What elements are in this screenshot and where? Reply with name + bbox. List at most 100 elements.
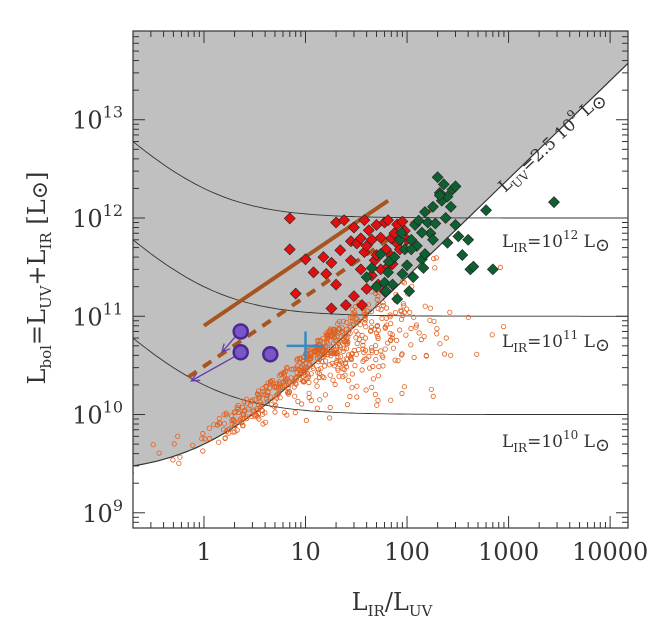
open-circle-point <box>431 318 437 324</box>
open-circle-point <box>340 348 346 354</box>
green-diamond-point <box>486 263 499 276</box>
open-circle-point <box>397 327 403 333</box>
red-diamond-point <box>325 302 338 315</box>
red-diamond-point <box>362 224 375 237</box>
open-circle-point <box>369 319 375 325</box>
open-circle-point <box>350 315 356 321</box>
open-circle-points <box>133 255 507 475</box>
open-circle-point <box>334 328 340 335</box>
open-circle-point <box>272 409 278 415</box>
open-circle-point <box>265 388 271 395</box>
green-diamond-point <box>441 236 454 249</box>
open-circle-point <box>330 340 336 346</box>
open-circle-point <box>338 353 344 360</box>
open-circle-point <box>441 351 448 357</box>
open-circle-point <box>432 265 438 271</box>
open-circle-point <box>272 398 278 404</box>
green-diamond-point <box>386 278 399 291</box>
red-diamond-point <box>289 287 302 300</box>
fit-lines <box>187 193 454 379</box>
open-circle-point <box>285 391 292 397</box>
open-circle-point <box>330 377 336 383</box>
y-tick-label: 1012 <box>72 201 123 233</box>
open-circle-point <box>300 362 306 368</box>
open-circle-point <box>306 394 312 401</box>
open-circle-point <box>276 384 282 390</box>
open-circle-point <box>294 357 300 363</box>
open-circle-point <box>356 336 362 342</box>
annotation-lir12: LIR=1012 L⊙ <box>502 228 610 256</box>
open-circle-point <box>418 336 424 343</box>
open-circle-point <box>307 356 313 362</box>
open-circle-point <box>276 379 282 385</box>
open-circle-point <box>335 365 341 371</box>
open-circle-point <box>380 363 386 369</box>
open-circle-point <box>354 320 360 326</box>
green-diamond-point <box>405 243 418 256</box>
open-circle-point <box>372 391 378 397</box>
open-circle-point <box>489 332 495 338</box>
open-circle-point <box>376 363 382 370</box>
open-circle-point <box>427 317 433 323</box>
open-circle-point <box>231 409 237 415</box>
open-circle-point <box>296 356 303 362</box>
open-circle-point <box>335 367 341 373</box>
green-diamond-point <box>380 285 392 298</box>
open-circle-point <box>314 405 320 411</box>
open-circle-point <box>400 301 406 307</box>
annotation-lir10: LIR=1010 L⊙ <box>502 428 610 456</box>
open-circle-point <box>243 396 249 402</box>
red-diamond-point <box>348 221 360 234</box>
open-circle-point <box>306 379 312 386</box>
open-circle-point <box>324 340 331 346</box>
open-circle-point <box>362 317 368 323</box>
open-circle-point <box>366 365 373 371</box>
open-circle-point <box>245 406 251 412</box>
open-circle-point <box>378 348 384 354</box>
green-diamond-point <box>427 200 439 213</box>
open-circle-point <box>255 391 261 398</box>
open-circle-point <box>408 325 414 332</box>
green-diamond-point <box>395 226 408 239</box>
open-circle-point <box>320 347 326 353</box>
open-circle-point <box>375 397 381 403</box>
open-circle-point <box>408 342 414 348</box>
open-circle-point <box>318 365 324 371</box>
y-tick-label: 109 <box>82 496 123 528</box>
open-circle-point <box>315 338 321 344</box>
open-circle-point <box>465 314 471 320</box>
open-circle-point <box>379 315 385 321</box>
open-circle-point <box>335 321 341 327</box>
open-circle-point <box>274 395 280 401</box>
open-circle-point <box>322 358 329 364</box>
annotation-lir11: LIR=1011 L⊙ <box>502 328 610 356</box>
open-circle-point <box>190 442 196 448</box>
open-circle-point <box>447 309 453 315</box>
open-circle-point <box>150 442 156 448</box>
green-diamond-point <box>427 233 439 246</box>
iso-curve <box>133 141 628 219</box>
open-circle-point <box>360 339 366 345</box>
open-circle-point <box>351 309 357 315</box>
open-circle-point <box>308 351 314 357</box>
open-circle-point <box>411 354 417 361</box>
green-diamond-point <box>415 226 428 239</box>
y-tick-label: 1013 <box>72 103 123 135</box>
open-circle-point <box>390 345 397 351</box>
open-circle-point <box>228 413 235 419</box>
open-circle-point <box>261 391 267 397</box>
open-circle-point <box>354 383 360 389</box>
open-circle-point <box>232 422 238 428</box>
red-diamond-point <box>339 299 352 311</box>
green-diamond-point <box>403 285 416 298</box>
open-circle-point <box>348 355 354 362</box>
open-circle-point <box>302 369 308 375</box>
open-circle-point <box>263 396 269 402</box>
open-circle-point <box>244 415 250 422</box>
open-circle-point <box>331 329 338 335</box>
open-circle-point <box>359 367 365 373</box>
open-circle-point <box>347 393 353 400</box>
open-circle-point <box>216 439 222 445</box>
open-circle-point <box>279 384 285 390</box>
